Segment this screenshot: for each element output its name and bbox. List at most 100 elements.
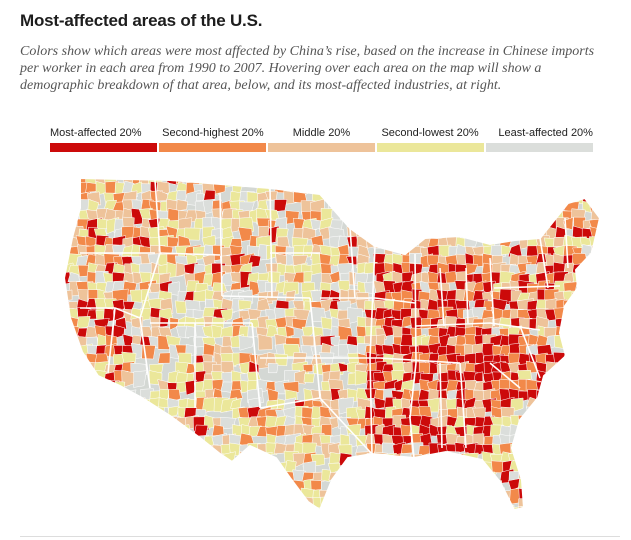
county-region[interactable]: [581, 370, 594, 384]
county-region[interactable]: [589, 405, 606, 421]
county-region[interactable]: [418, 495, 433, 512]
county-region[interactable]: [121, 459, 137, 475]
county-region[interactable]: [355, 515, 370, 528]
county-region[interactable]: [517, 225, 532, 239]
county-region[interactable]: [294, 496, 307, 512]
county-region[interactable]: [232, 480, 243, 492]
county-region[interactable]: [382, 497, 396, 511]
county-region[interactable]: [538, 468, 553, 484]
county-region[interactable]: [219, 468, 235, 484]
county-region[interactable]: [599, 227, 613, 239]
county-region[interactable]: [121, 470, 135, 483]
county-region[interactable]: [373, 183, 390, 195]
county-region[interactable]: [571, 398, 586, 412]
county-region[interactable]: [409, 192, 424, 203]
county-region[interactable]: [382, 191, 397, 204]
county-region[interactable]: [302, 172, 316, 188]
county-region[interactable]: [435, 459, 452, 473]
county-region[interactable]: [68, 344, 81, 356]
county-region[interactable]: [60, 451, 73, 466]
county-region[interactable]: [265, 470, 280, 486]
county-region[interactable]: [211, 470, 225, 483]
county-region[interactable]: [436, 219, 451, 231]
county-region[interactable]: [563, 335, 577, 349]
county-region[interactable]: [437, 478, 451, 494]
county-region[interactable]: [365, 515, 378, 528]
county-region[interactable]: [356, 172, 372, 187]
county-region[interactable]: [552, 398, 567, 413]
county-region[interactable]: [138, 452, 154, 465]
county-region[interactable]: [393, 191, 406, 204]
county-region[interactable]: [599, 515, 614, 528]
county-region[interactable]: [553, 172, 565, 185]
county-region[interactable]: [409, 174, 420, 185]
county-region[interactable]: [94, 390, 109, 401]
county-region[interactable]: [400, 505, 417, 519]
county-region[interactable]: [167, 444, 182, 458]
county-region[interactable]: [590, 398, 604, 412]
county-region[interactable]: [85, 444, 103, 460]
county-region[interactable]: [581, 442, 598, 460]
county-region[interactable]: [194, 443, 207, 455]
county-region[interactable]: [571, 327, 587, 341]
county-region[interactable]: [78, 469, 88, 484]
county-region[interactable]: [598, 218, 614, 233]
county-region[interactable]: [139, 406, 154, 422]
us-map[interactable]: [20, 158, 620, 528]
county-region[interactable]: [177, 461, 192, 477]
county-region[interactable]: [274, 353, 288, 367]
county-region[interactable]: [103, 442, 118, 456]
county-region[interactable]: [545, 496, 557, 510]
county-region[interactable]: [86, 486, 101, 503]
county-region[interactable]: [390, 227, 406, 242]
county-region[interactable]: [474, 228, 487, 241]
county-region[interactable]: [266, 506, 280, 518]
county-region[interactable]: [348, 182, 363, 197]
county-region[interactable]: [525, 208, 541, 223]
county-region[interactable]: [356, 505, 370, 517]
county-region[interactable]: [355, 191, 368, 202]
county-region[interactable]: [66, 426, 81, 439]
county-region[interactable]: [114, 453, 130, 465]
county-region[interactable]: [545, 407, 562, 423]
county-region[interactable]: [213, 515, 225, 528]
county-region[interactable]: [570, 173, 588, 189]
county-region[interactable]: [393, 514, 405, 528]
county-region[interactable]: [364, 488, 379, 501]
county-region[interactable]: [472, 516, 487, 527]
county-region[interactable]: [356, 477, 368, 491]
county-region[interactable]: [374, 479, 389, 495]
county-region[interactable]: [229, 496, 242, 510]
county-region[interactable]: [275, 514, 290, 528]
county-region[interactable]: [491, 228, 504, 238]
county-region[interactable]: [69, 461, 81, 474]
county-region[interactable]: [391, 488, 409, 504]
county-region[interactable]: [167, 469, 183, 482]
county-region[interactable]: [392, 478, 407, 492]
county-region[interactable]: [167, 236, 180, 248]
county-region[interactable]: [546, 505, 561, 521]
county-region[interactable]: [159, 316, 169, 328]
county-region[interactable]: [580, 272, 596, 285]
county-region[interactable]: [436, 189, 451, 204]
county-region[interactable]: [337, 190, 352, 204]
county-region[interactable]: [410, 460, 424, 475]
county-region[interactable]: [552, 488, 569, 501]
county-region[interactable]: [598, 353, 616, 369]
county-region[interactable]: [85, 405, 99, 422]
county-region[interactable]: [573, 354, 588, 367]
county-region[interactable]: [562, 468, 576, 483]
county-region[interactable]: [250, 517, 261, 528]
county-region[interactable]: [357, 487, 369, 501]
county-region[interactable]: [588, 371, 605, 388]
county-region[interactable]: [59, 379, 74, 394]
county-region[interactable]: [148, 459, 163, 475]
county-region[interactable]: [591, 478, 605, 492]
county-region[interactable]: [599, 423, 615, 440]
county-region[interactable]: [472, 469, 488, 483]
county-region[interactable]: [555, 472, 569, 485]
county-region[interactable]: [498, 227, 514, 240]
county-region[interactable]: [247, 452, 264, 466]
county-region[interactable]: [248, 174, 261, 185]
county-region[interactable]: [455, 506, 471, 521]
